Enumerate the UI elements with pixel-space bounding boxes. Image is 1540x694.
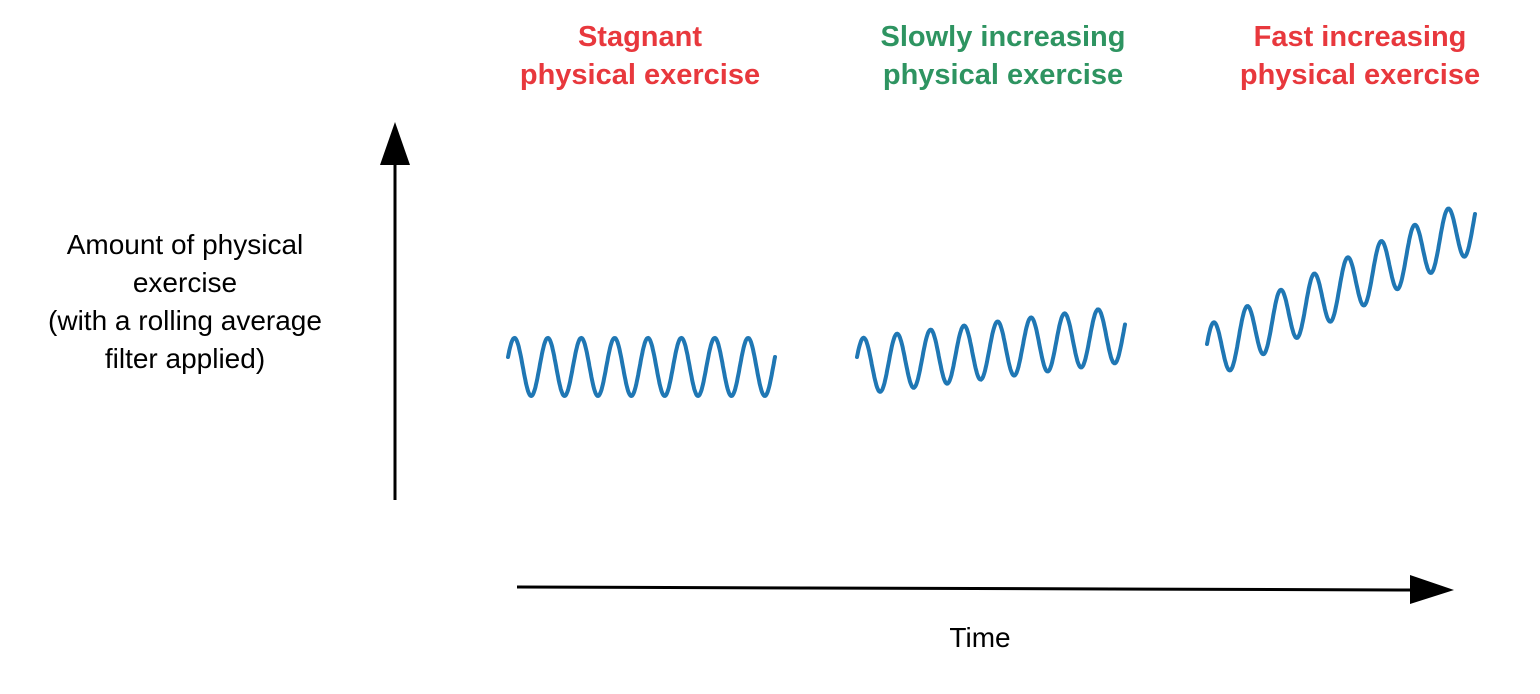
y-axis-label-line: Amount of physical	[66, 229, 304, 260]
panel-title-line2: physical exercise	[1239, 59, 1481, 91]
panel-title-line2: physical exercise	[519, 59, 761, 91]
wave-fast-increasing	[1205, 206, 1477, 373]
x-axis-label: Time	[949, 622, 1011, 653]
panel-title-line1: Stagnant	[577, 21, 703, 53]
y-axis-label-line: (with a rolling average	[48, 305, 322, 336]
wave-stagnant	[506, 335, 777, 398]
x-axis-line	[516, 585, 1416, 592]
panel-title-stagnant: Stagnant physical exercise	[480, 18, 800, 94]
panel-title-slow: Slowly increasing physical exercise	[838, 18, 1168, 94]
x-axis-arrowhead	[1410, 575, 1454, 604]
panel-title-line2: physical exercise	[882, 59, 1124, 91]
y-axis-arrowhead	[380, 122, 410, 165]
panel-title-line1: Fast increasing	[1253, 21, 1467, 53]
y-axis-label-line: filter applied)	[104, 343, 266, 374]
panel-title-line1: Slowly increasing	[880, 21, 1126, 53]
panel-title-fast: Fast increasing physical exercise	[1195, 18, 1525, 94]
wave-slowly-increasing	[855, 307, 1127, 394]
y-axis-label-line: exercise	[132, 267, 238, 298]
y-axis-label: Amount of physical exercise (with a roll…	[0, 226, 370, 378]
